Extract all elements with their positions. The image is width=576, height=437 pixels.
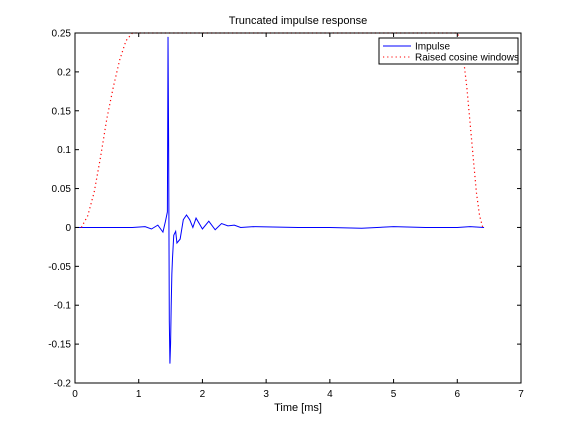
y-tick-label: 0.1 — [57, 145, 71, 156]
x-tick-label: 6 — [455, 389, 461, 400]
plot-background — [75, 33, 521, 383]
x-tick-label: 1 — [136, 389, 142, 400]
legend-label: Impulse — [415, 42, 450, 53]
y-tick-label: 0.05 — [52, 184, 72, 195]
y-tick-label: -0.05 — [48, 262, 71, 273]
y-tick-label: 0.2 — [57, 67, 71, 78]
y-tick-label: -0.1 — [54, 301, 72, 312]
x-axis-label: Time [ms] — [274, 402, 322, 414]
y-tick-label: 0.15 — [52, 106, 72, 117]
chart-title: Truncated impulse response — [229, 15, 367, 27]
x-tick-label: 5 — [391, 389, 397, 400]
x-tick-label: 2 — [200, 389, 206, 400]
y-tick-label: 0.25 — [52, 29, 72, 40]
series-line-0 — [75, 36, 485, 364]
y-tick-label: -0.15 — [48, 340, 71, 351]
axes-frame — [74, 32, 522, 384]
x-tick-label: 7 — [518, 389, 524, 400]
legend-label: Raised cosine windows — [415, 53, 519, 64]
legend-box — [378, 37, 519, 65]
x-tick-label: 3 — [263, 389, 269, 400]
axes: 0 1 2 3 4 5 6 7 -0.2 -0.15 -0.1 -0.05 0 0.05 0.1 0.15 0.… — [48, 29, 524, 401]
y-tick-label: 0 — [65, 223, 71, 234]
x-tick-label: 0 — [72, 389, 78, 400]
y-tick-label: -0.2 — [54, 379, 72, 390]
x-tick-label: 4 — [327, 389, 333, 400]
series-layer — [75, 32, 485, 364]
plot-area — [75, 33, 521, 383]
